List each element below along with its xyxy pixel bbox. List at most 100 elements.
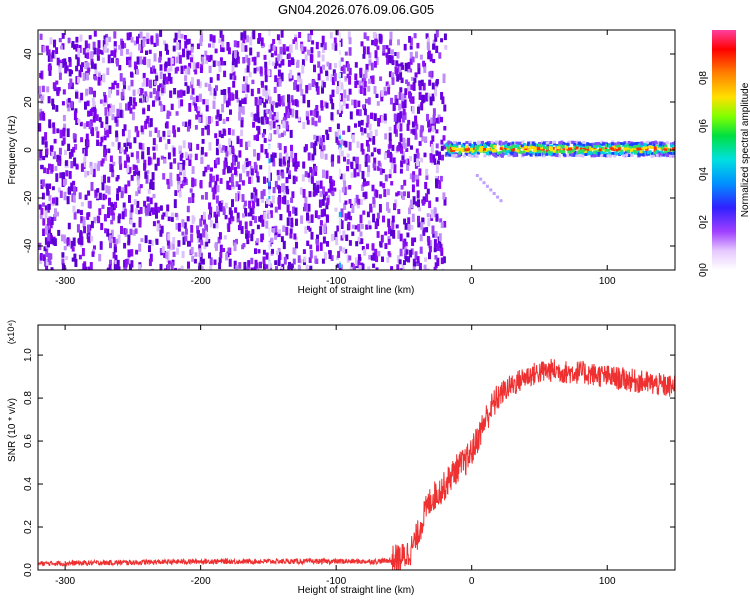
spectrogram-point bbox=[633, 145, 637, 149]
spectrogram-point bbox=[329, 94, 333, 101]
spectrogram-point bbox=[276, 77, 280, 87]
spectrogram-point bbox=[517, 146, 521, 150]
spectrogram-point bbox=[223, 70, 227, 78]
spectrogram-point bbox=[546, 143, 550, 147]
spectrogram-point bbox=[293, 81, 297, 91]
spectrogram-point bbox=[101, 204, 105, 209]
spectrogram-point bbox=[370, 112, 373, 119]
spectrogram-point bbox=[268, 213, 271, 219]
spectrogram-point bbox=[399, 248, 403, 257]
spectrogram-point bbox=[489, 141, 493, 144]
spectrogram-point bbox=[285, 121, 289, 130]
spectrogram-point bbox=[406, 81, 410, 86]
spectrogram-point bbox=[68, 171, 72, 179]
spectrogram-point bbox=[287, 102, 291, 109]
spectrogram-point bbox=[286, 200, 290, 205]
spectrogram-point bbox=[397, 230, 401, 239]
spectrogram-point bbox=[294, 207, 298, 216]
spectrogram-point bbox=[119, 73, 123, 82]
spectrogram-point bbox=[76, 209, 80, 214]
spectrogram-point bbox=[155, 38, 159, 46]
snr-x-tick-label: -100 bbox=[326, 576, 346, 587]
spectrogram-point bbox=[265, 252, 269, 260]
spectrogram-point bbox=[70, 182, 74, 192]
spectrogram-point bbox=[222, 128, 226, 135]
spectrogram-point bbox=[650, 154, 654, 158]
spectrogram-point bbox=[86, 171, 90, 176]
spectrogram-point bbox=[209, 209, 212, 218]
spectrogram-point bbox=[391, 72, 395, 79]
spectrogram-point bbox=[106, 228, 110, 237]
spectrogram-point bbox=[504, 152, 508, 156]
spectrogram-point bbox=[450, 149, 454, 153]
spectrogram-point bbox=[169, 180, 173, 187]
spectrogram-point bbox=[119, 163, 123, 170]
spectrogram-point bbox=[130, 249, 134, 257]
spectrogram-point bbox=[600, 140, 604, 144]
spectrogram-point bbox=[135, 167, 139, 173]
spectrogram-point bbox=[113, 46, 117, 53]
spectrogram-point bbox=[362, 192, 366, 197]
spectrogram-point bbox=[539, 144, 543, 148]
spectrogram-point bbox=[278, 63, 282, 68]
spectrogram-point bbox=[64, 149, 67, 155]
spectrogram-point bbox=[561, 145, 565, 148]
snr-y-tick-label: 0.4 bbox=[23, 477, 34, 491]
spectrogram-point bbox=[80, 92, 84, 101]
spectrogram-point bbox=[662, 153, 666, 157]
spectrogram-point bbox=[530, 141, 534, 144]
spectrogram-point bbox=[397, 191, 401, 196]
spectrogram-point bbox=[155, 96, 159, 101]
spectrogram-point bbox=[295, 241, 298, 249]
spectrogram-point bbox=[250, 192, 254, 199]
spectrogram-point bbox=[107, 54, 111, 64]
snr-frame bbox=[37, 324, 676, 571]
spectrogram-point bbox=[116, 89, 120, 96]
spectrogram-point bbox=[269, 172, 272, 181]
spectrogram-point bbox=[442, 192, 446, 200]
spectrogram-point bbox=[162, 79, 166, 86]
spectrogram-point bbox=[250, 195, 254, 203]
spectrogram-point bbox=[203, 216, 206, 225]
spectrogram-point bbox=[93, 63, 97, 70]
spectrogram-point bbox=[159, 71, 163, 80]
spectrogram-point bbox=[63, 123, 67, 132]
spectrogram-point bbox=[365, 140, 369, 147]
spectrogram-point bbox=[494, 140, 498, 144]
spectrogram-x-ticks: -300 -200 -100 0 100 bbox=[55, 30, 616, 287]
spectrogram-point bbox=[92, 116, 96, 123]
spectrogram-point bbox=[268, 189, 271, 195]
spectrogram-point bbox=[124, 232, 128, 237]
spectrogram-point bbox=[283, 195, 287, 205]
spectrogram-point bbox=[50, 267, 54, 270]
spectrogram-point bbox=[241, 106, 245, 115]
spectrogram-point bbox=[193, 178, 197, 187]
spectrogram-point bbox=[353, 168, 357, 178]
spectrogram-point bbox=[598, 144, 602, 148]
spectrogram-point bbox=[306, 240, 310, 246]
spectrogram-point bbox=[98, 49, 102, 54]
spectrogram-point bbox=[113, 31, 117, 39]
spectrogram-point bbox=[571, 141, 575, 144]
spectrogram-point bbox=[214, 242, 218, 251]
spectrogram-point bbox=[439, 175, 443, 182]
spectrogram-point bbox=[70, 100, 74, 108]
spectrogram-point bbox=[508, 149, 512, 153]
spectrogram-point bbox=[538, 150, 542, 154]
spectrogram-point bbox=[187, 38, 191, 45]
spectrogram-point bbox=[90, 220, 94, 229]
spectrogram-point bbox=[643, 143, 647, 147]
spectrogram-point bbox=[283, 113, 287, 120]
spectrogram-point bbox=[622, 142, 626, 146]
spectrogram-point bbox=[386, 202, 389, 211]
spectrogram-point bbox=[331, 89, 335, 97]
spectrogram-point bbox=[67, 222, 71, 230]
spectrogram-point bbox=[172, 45, 176, 52]
spectrogram-point bbox=[195, 114, 199, 120]
spectrogram-point bbox=[59, 63, 63, 69]
spectrogram-point bbox=[49, 145, 53, 151]
spectrogram-point bbox=[281, 263, 285, 270]
spectrogram-point bbox=[160, 155, 164, 160]
spectrogram-point bbox=[138, 142, 142, 149]
spectrogram-point bbox=[576, 144, 580, 148]
